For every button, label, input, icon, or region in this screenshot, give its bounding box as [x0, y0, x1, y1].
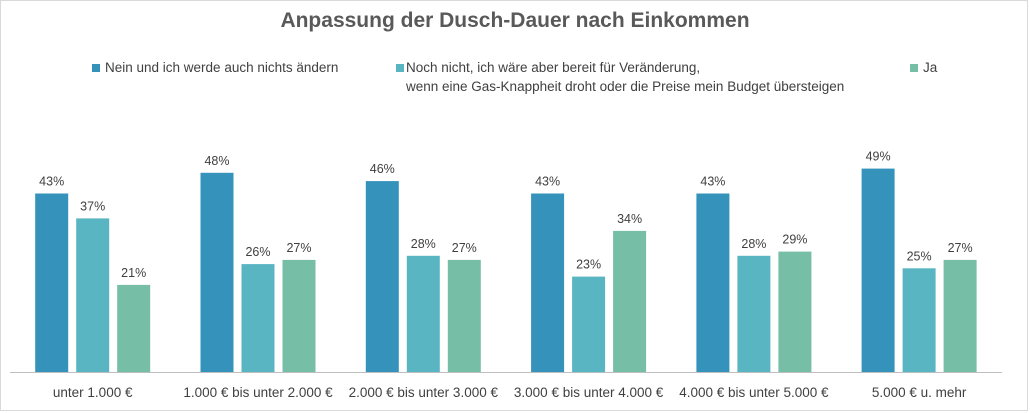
bar	[117, 284, 151, 373]
bar	[696, 193, 730, 372]
bar	[902, 268, 936, 373]
data-label: 26%	[245, 245, 270, 259]
data-label: 23%	[576, 258, 601, 272]
data-label: 27%	[452, 241, 477, 255]
data-label: 48%	[204, 154, 229, 168]
legend-label-nein: Nein und ich werde auch nichts ändern	[105, 60, 339, 75]
data-label: 28%	[411, 237, 436, 251]
bar	[241, 264, 275, 372]
bar	[282, 259, 316, 372]
chart-title: Anpassung der Dusch-Dauer nach Einkommen	[280, 9, 750, 32]
bar	[531, 193, 565, 372]
x-tick-label: 2.000 € bis unter 3.000 €	[349, 385, 499, 400]
data-label: 43%	[535, 175, 560, 189]
data-label: 28%	[741, 237, 766, 251]
legend-item-ja: Ja	[910, 58, 970, 78]
legend-item-nein: Nein und ich werde auch nichts ändern	[92, 58, 392, 78]
x-tick-label: 5.000 € u. mehr	[872, 385, 967, 400]
data-label: 27%	[286, 241, 311, 255]
data-label: 49%	[866, 150, 891, 164]
legend-item-noch-nicht: Noch nicht, ich wäre aber bereit für Ver…	[396, 58, 896, 98]
bar	[572, 276, 606, 373]
x-tick-label: 4.000 € bis unter 5.000 €	[679, 385, 829, 400]
x-tick-label: unter 1.000 €	[53, 385, 133, 400]
data-label: 34%	[617, 212, 642, 226]
x-tick-label: 1.000 € bis unter 2.000 €	[183, 385, 333, 400]
data-label: 43%	[700, 175, 725, 189]
data-label: 27%	[948, 241, 973, 255]
bar	[406, 255, 440, 372]
bar	[943, 259, 977, 372]
legend-swatch-nein	[92, 64, 100, 72]
data-label: 43%	[39, 175, 64, 189]
data-label: 29%	[782, 233, 807, 247]
legend-swatch-noch-nicht	[396, 64, 404, 72]
bar	[861, 168, 895, 372]
bar	[76, 218, 110, 372]
bar	[778, 251, 812, 372]
data-label: 21%	[121, 266, 146, 280]
bar	[35, 193, 69, 372]
bar	[613, 230, 647, 372]
data-label: 37%	[80, 199, 105, 213]
data-label: 25%	[907, 249, 932, 263]
bar	[200, 172, 234, 372]
legend-swatch-ja	[910, 64, 918, 72]
bar	[365, 181, 399, 372]
bar	[447, 259, 481, 372]
x-tick-label: 3.000 € bis unter 4.000 €	[514, 385, 664, 400]
data-label: 46%	[370, 162, 395, 176]
bar	[737, 255, 771, 372]
legend-label-ja: Ja	[923, 60, 938, 75]
legend-label-noch-nicht: Noch nicht, ich wäre aber bereit für Ver…	[406, 60, 845, 94]
